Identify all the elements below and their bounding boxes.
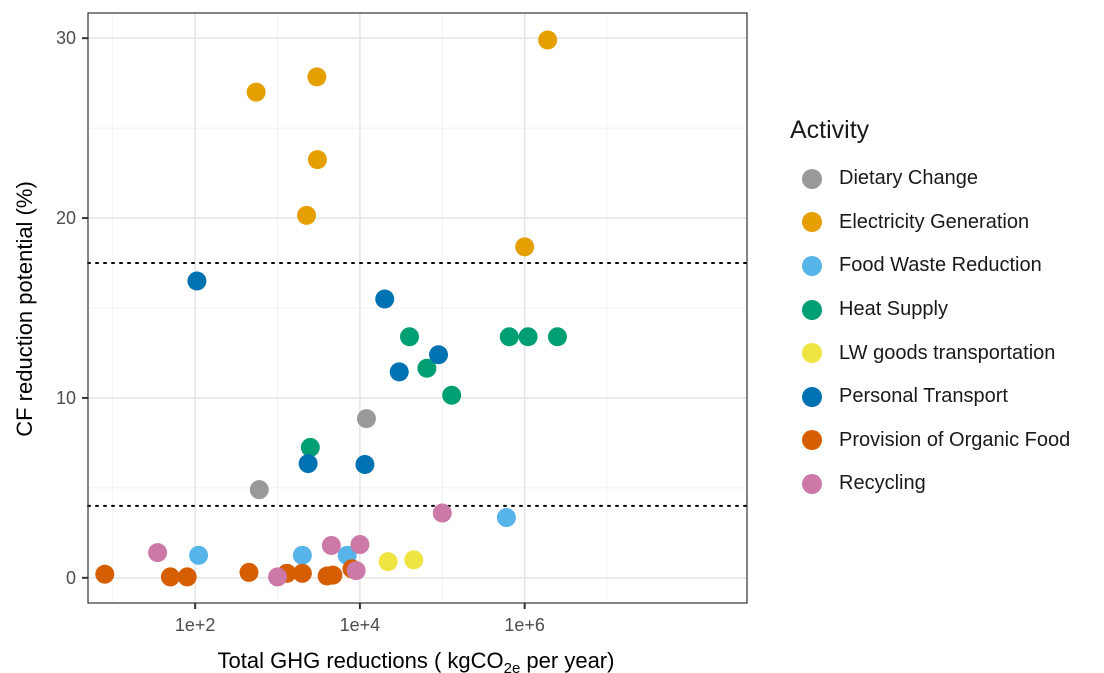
data-point bbox=[417, 358, 437, 378]
axes: 1e+2 1e+4 1e+6 0 10 20 30 bbox=[56, 28, 545, 635]
data-point bbox=[307, 150, 327, 170]
legend-label: Dietary Change bbox=[839, 167, 978, 190]
y-tick-label: 30 bbox=[56, 28, 76, 48]
legend: Activity Dietary Change Electricity Gener… bbox=[790, 113, 1104, 506]
reference-lines bbox=[87, 262, 748, 507]
legend-label: LW goods transportation bbox=[839, 341, 1056, 364]
legend-item: Heat Supply bbox=[790, 288, 1104, 332]
grid bbox=[88, 13, 747, 603]
data-point bbox=[160, 567, 180, 587]
legend-swatch bbox=[802, 343, 822, 364]
data-point bbox=[547, 327, 567, 347]
y-axis-title: CF reduction potential (%) bbox=[12, 181, 37, 437]
data-point bbox=[148, 543, 168, 563]
x-axis-title-suffix: per year) bbox=[520, 648, 614, 673]
data-point bbox=[300, 437, 320, 457]
data-point bbox=[442, 385, 462, 405]
legend-swatch bbox=[802, 473, 822, 494]
data-point bbox=[292, 545, 312, 565]
x-axis-title-subscript: 2e bbox=[504, 660, 521, 673]
data-point bbox=[350, 535, 370, 555]
data-point bbox=[177, 567, 197, 587]
data-point bbox=[268, 567, 288, 587]
legend-label: Provision of Organic Food bbox=[839, 428, 1071, 451]
legend-swatch bbox=[802, 386, 822, 407]
legend-swatch bbox=[802, 299, 822, 320]
data-point bbox=[400, 327, 420, 347]
data-point bbox=[321, 535, 341, 555]
data-point bbox=[323, 565, 343, 585]
legend-items: Dietary Change Electricity Generation Food… bbox=[790, 157, 1104, 506]
y-tick-label: 20 bbox=[56, 208, 76, 228]
legend-item: LW goods transportation bbox=[790, 331, 1104, 375]
legend-item: Recycling bbox=[790, 462, 1104, 506]
legend-item: Food Waste Reduction bbox=[790, 244, 1104, 288]
plot-panel-border bbox=[87, 12, 748, 604]
legend-title: Activity bbox=[790, 116, 870, 144]
legend-label: Heat Supply bbox=[839, 298, 948, 321]
data-point bbox=[515, 237, 535, 257]
data-point bbox=[307, 67, 327, 87]
data-point bbox=[95, 564, 115, 584]
legend-label: Food Waste Reduction bbox=[839, 254, 1042, 277]
x-tick-label: 1e+2 bbox=[175, 615, 216, 635]
x-axis-title: Total GHG reductions ( kgCO2e per year) bbox=[218, 648, 615, 673]
legend-item: Dietary Change bbox=[790, 157, 1104, 201]
data-point bbox=[538, 30, 558, 50]
data-point bbox=[356, 409, 376, 429]
data-point bbox=[297, 205, 317, 225]
data-point bbox=[249, 480, 269, 500]
legend-swatch bbox=[802, 255, 822, 276]
legend-item: Electricity Generation bbox=[790, 201, 1104, 245]
data-point bbox=[429, 345, 449, 365]
data-point bbox=[432, 503, 452, 523]
legend-label: Electricity Generation bbox=[839, 210, 1030, 233]
x-tick-label: 1e+4 bbox=[340, 615, 381, 635]
legend-item: Personal Transport bbox=[790, 375, 1104, 419]
x-axis-title-prefix: Total GHG reductions ( kgCO bbox=[218, 648, 504, 673]
data-points bbox=[95, 30, 567, 587]
data-point bbox=[499, 327, 519, 347]
y-tick-label: 0 bbox=[66, 568, 76, 588]
data-point bbox=[187, 271, 207, 291]
data-point bbox=[496, 508, 516, 528]
data-point bbox=[355, 454, 375, 474]
data-point bbox=[346, 561, 366, 581]
data-point bbox=[298, 454, 318, 474]
data-point bbox=[246, 82, 266, 102]
x-tick-label: 1e+6 bbox=[504, 615, 545, 635]
data-point bbox=[375, 289, 395, 309]
legend-swatch bbox=[802, 212, 822, 233]
data-point bbox=[389, 362, 409, 382]
data-point bbox=[404, 550, 424, 570]
legend-item: Provision of Organic Food bbox=[790, 419, 1104, 463]
data-point bbox=[189, 545, 209, 565]
data-point bbox=[292, 563, 312, 583]
legend-swatch bbox=[802, 168, 822, 189]
y-tick-label: 10 bbox=[56, 388, 76, 408]
data-point bbox=[378, 552, 398, 572]
data-point bbox=[518, 327, 538, 347]
legend-label: Personal Transport bbox=[839, 385, 1008, 408]
legend-label: Recycling bbox=[839, 472, 926, 495]
data-point bbox=[239, 562, 259, 582]
legend-swatch bbox=[802, 430, 822, 451]
